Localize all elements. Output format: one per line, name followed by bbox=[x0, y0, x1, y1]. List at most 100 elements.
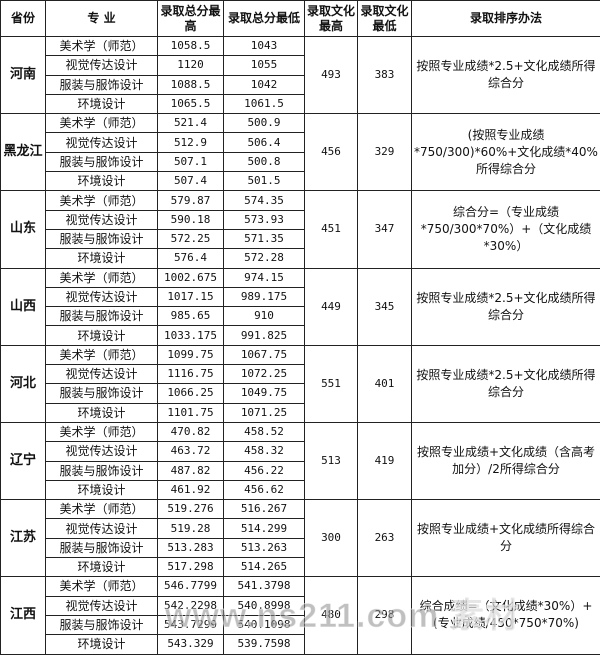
total-max-cell: 579.87 bbox=[157, 190, 224, 211]
province-cell: 山东 bbox=[0, 190, 46, 269]
table-row: 辽宁 美术学（师范） 470.82 458.52 513 419 按照专业成绩+文化成绩（含… bbox=[0, 421, 600, 501]
table-row: 服装与服饰设计 1088.5 1042 bbox=[1, 74, 600, 95]
total-max-cell: 507.4 bbox=[157, 171, 224, 192]
total-min-cell: 513.263 bbox=[223, 537, 305, 559]
culture-max-cell: 300 bbox=[304, 499, 358, 578]
total-min-cell: 458.52 bbox=[223, 421, 305, 443]
header-major: 专 业 bbox=[45, 0, 158, 37]
total-min-cell: 514.265 bbox=[223, 557, 305, 578]
culture-max-cell: 449 bbox=[304, 267, 358, 346]
major-cell: 服装与服饰设计 bbox=[45, 306, 158, 327]
total-max-cell: 1058.5 bbox=[157, 35, 224, 57]
major-cell: 服装与服饰设计 bbox=[45, 74, 158, 95]
major-cell: 美术学（师范） bbox=[45, 421, 158, 443]
total-min-cell: 539.7598 bbox=[223, 634, 305, 655]
ranking-method-cell: 按照专业成绩*2.5+文化成绩所得综合分 bbox=[411, 344, 600, 423]
header-row: 省份 专 业 录取总分最高 录取总分最低 录取文化最高 录取文化最低 录取排序办… bbox=[0, 0, 600, 37]
table-row: 江西 美术学（师范） 546.7799 541.3798 480 298 综合成绩=（文化成… bbox=[0, 576, 600, 655]
major-cell: 视觉传达设计 bbox=[45, 209, 158, 230]
total-min-cell: 574.35 bbox=[223, 190, 305, 211]
major-cell: 美术学（师范） bbox=[45, 113, 158, 134]
major-cell: 服装与服饰设计 bbox=[45, 383, 158, 404]
major-cell: 美术学（师范） bbox=[45, 344, 158, 366]
table-row: 环境设计 576.4 572.28 bbox=[1, 248, 600, 269]
total-min-cell: 1042 bbox=[223, 74, 305, 95]
culture-max-cell: 551 bbox=[304, 344, 358, 423]
total-max-cell: 519.28 bbox=[157, 518, 224, 539]
total-min-cell: 506.4 bbox=[223, 132, 305, 153]
table-row: 山西 美术学（师范） 1002.675 974.15 449 345 按照专业成绩*2.5+… bbox=[0, 267, 600, 346]
table-row: 环境设计 507.4 501.5 bbox=[1, 171, 600, 192]
total-max-cell: 1065.5 bbox=[157, 93, 224, 115]
total-max-cell: 463.72 bbox=[157, 441, 224, 462]
header-culture-min: 录取文化最低 bbox=[357, 0, 412, 37]
total-min-cell: 991.825 bbox=[223, 325, 305, 346]
culture-max-cell: 456 bbox=[304, 113, 358, 192]
total-max-cell: 543.329 bbox=[157, 634, 224, 655]
table-row: 环境设计 543.329 539.7598 bbox=[1, 634, 600, 655]
ranking-method-cell: 按照专业成绩+文化成绩所得综合分 bbox=[411, 499, 600, 578]
total-max-cell: 1002.675 bbox=[157, 267, 224, 288]
major-cell: 美术学（师范） bbox=[45, 576, 158, 597]
culture-min-cell: 345 bbox=[357, 267, 412, 346]
table-row: 视觉传达设计 519.28 514.299 bbox=[1, 518, 600, 539]
culture-max-cell: 513 bbox=[304, 421, 358, 501]
header-province: 省份 bbox=[0, 0, 46, 37]
total-max-cell: 543.7299 bbox=[157, 614, 224, 636]
total-min-cell: 1055 bbox=[223, 55, 305, 76]
total-max-cell: 1066.25 bbox=[157, 383, 224, 404]
total-min-cell: 456.22 bbox=[223, 460, 305, 481]
total-max-cell: 487.82 bbox=[157, 460, 224, 481]
header-total-min: 录取总分最低 bbox=[223, 0, 305, 37]
province-cell: 河南 bbox=[0, 35, 46, 115]
culture-min-cell: 329 bbox=[357, 113, 412, 192]
total-min-cell: 540.1098 bbox=[223, 614, 305, 636]
total-min-cell: 541.3798 bbox=[223, 576, 305, 597]
total-min-cell: 1071.25 bbox=[223, 402, 305, 423]
total-max-cell: 507.1 bbox=[157, 151, 224, 173]
total-max-cell: 576.4 bbox=[157, 248, 224, 269]
header-method: 录取排序办法 bbox=[411, 0, 600, 37]
total-max-cell: 542.2298 bbox=[157, 595, 224, 616]
table-row: 视觉传达设计 590.18 573.93 bbox=[1, 209, 600, 230]
total-max-cell: 521.4 bbox=[157, 113, 224, 134]
table-row: 环境设计 1101.75 1071.25 bbox=[1, 402, 600, 423]
total-min-cell: 456.62 bbox=[223, 479, 305, 501]
province-cell: 江西 bbox=[0, 576, 46, 655]
culture-max-cell: 493 bbox=[304, 35, 358, 115]
total-max-cell: 513.283 bbox=[157, 537, 224, 559]
total-max-cell: 1116.75 bbox=[157, 364, 224, 385]
header-total-max: 录取总分最高 bbox=[157, 0, 224, 37]
major-cell: 服装与服饰设计 bbox=[45, 614, 158, 636]
province-cell: 山西 bbox=[0, 267, 46, 346]
total-max-cell: 1088.5 bbox=[157, 74, 224, 95]
total-min-cell: 514.299 bbox=[223, 518, 305, 539]
table-row: 河北 美术学（师范） 1099.75 1067.75 551 401 按照专业成绩*2.5+… bbox=[0, 344, 600, 423]
culture-min-cell: 263 bbox=[357, 499, 412, 578]
total-max-cell: 1033.175 bbox=[157, 325, 224, 346]
major-cell: 环境设计 bbox=[45, 325, 158, 346]
major-cell: 视觉传达设计 bbox=[45, 364, 158, 385]
major-cell: 视觉传达设计 bbox=[45, 518, 158, 539]
major-cell: 环境设计 bbox=[45, 557, 158, 578]
table-row: 环境设计 1033.175 991.825 bbox=[1, 325, 600, 346]
table-row: 服装与服饰设计 513.283 513.263 bbox=[1, 537, 600, 559]
culture-max-cell: 451 bbox=[304, 190, 358, 269]
header-culture-max: 录取文化最高 bbox=[304, 0, 358, 37]
culture-min-cell: 347 bbox=[357, 190, 412, 269]
major-cell: 服装与服饰设计 bbox=[45, 460, 158, 481]
total-max-cell: 572.25 bbox=[157, 228, 224, 250]
total-max-cell: 1017.15 bbox=[157, 286, 224, 308]
total-min-cell: 1067.75 bbox=[223, 344, 305, 366]
major-cell: 环境设计 bbox=[45, 171, 158, 192]
table-row: 服装与服饰设计 507.1 500.8 bbox=[1, 151, 600, 173]
total-min-cell: 572.28 bbox=[223, 248, 305, 269]
ranking-method-cell: 按照专业成绩+文化成绩（含高考加分）/2所得综合分 bbox=[411, 421, 600, 501]
total-min-cell: 458.32 bbox=[223, 441, 305, 462]
culture-min-cell: 298 bbox=[357, 576, 412, 655]
total-max-cell: 985.65 bbox=[157, 306, 224, 327]
total-min-cell: 989.175 bbox=[223, 286, 305, 308]
total-min-cell: 1072.25 bbox=[223, 364, 305, 385]
total-min-cell: 516.267 bbox=[223, 499, 305, 520]
ranking-method-cell: (按照专业成绩*750/300)*60%+文化成绩*40%所得综合分 bbox=[411, 113, 600, 192]
